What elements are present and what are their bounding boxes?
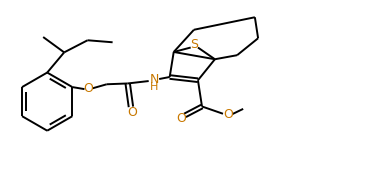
Text: N: N [149,72,159,86]
Text: O: O [223,108,233,121]
Text: H: H [150,82,158,92]
Text: O: O [127,106,137,119]
Text: O: O [84,82,94,95]
Text: S: S [190,38,198,51]
Text: O: O [176,112,186,125]
